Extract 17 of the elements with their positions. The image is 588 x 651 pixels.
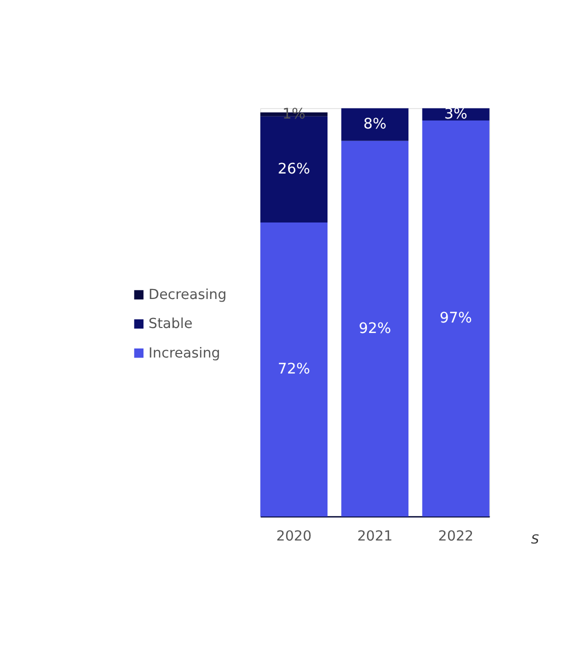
bar [341, 108, 408, 141]
text: S [531, 532, 540, 547]
data-label: 97% [440, 310, 472, 327]
data-label: 8% [363, 116, 387, 133]
bar [341, 140, 408, 516]
data-label: 72% [278, 360, 310, 378]
legend-label: Increasing [148, 345, 220, 362]
data-label: 3% [444, 106, 468, 123]
x-tick-label: 2020 [276, 528, 312, 544]
data-label: 92% [358, 320, 392, 337]
bar [422, 120, 490, 516]
legend-label: Stable [148, 316, 193, 332]
bar [260, 222, 328, 516]
data-label: 26% [278, 160, 310, 178]
x-tick-label: 2021 [357, 528, 393, 544]
legend-label: Decreasing [148, 286, 227, 303]
x-tick-label: 2022 [438, 528, 474, 544]
